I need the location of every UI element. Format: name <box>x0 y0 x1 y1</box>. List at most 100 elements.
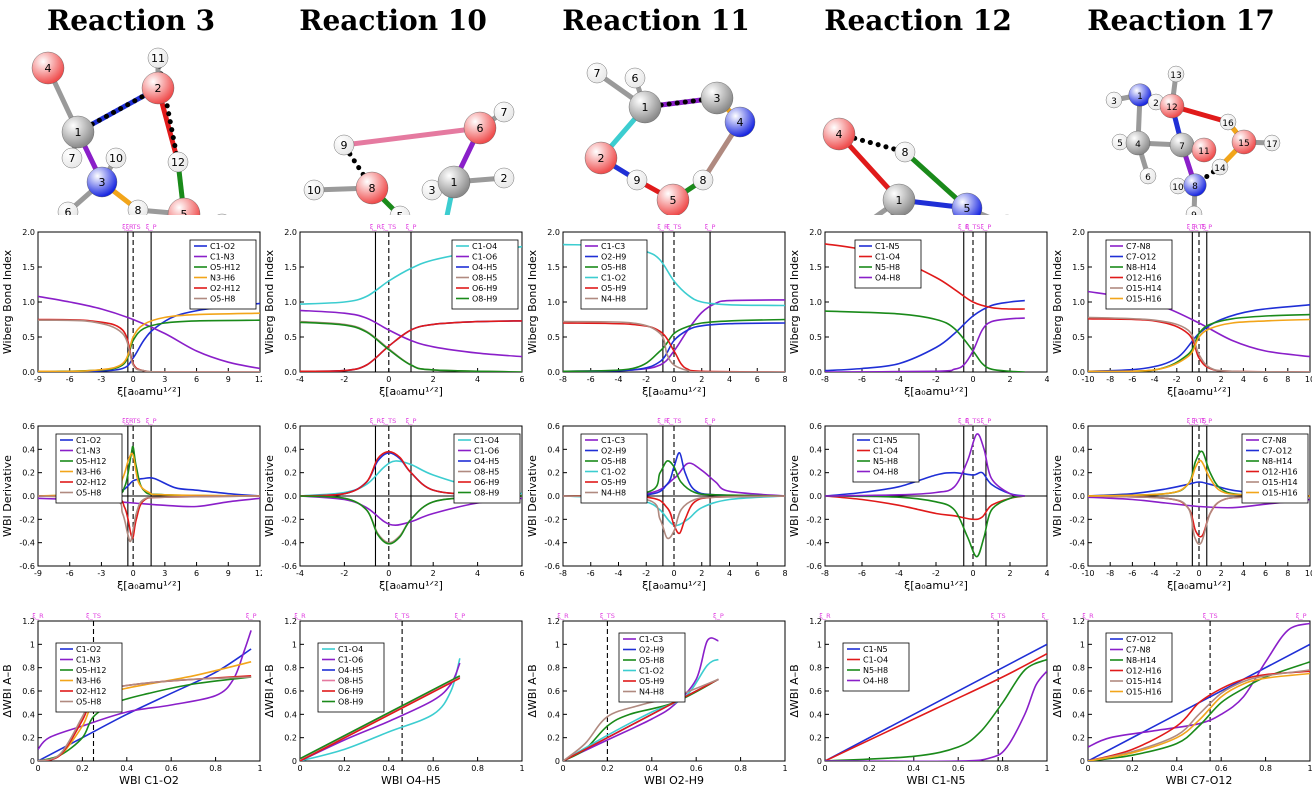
y-tick-label: 2.0 <box>809 228 822 237</box>
y-tick-label: 0.5 <box>809 333 822 342</box>
series-line-O15-H16 <box>1088 672 1310 761</box>
marker-label: ξ_P <box>1201 417 1212 425</box>
atom-label: 1 <box>642 101 649 114</box>
series-line-O8-H9 <box>300 675 461 760</box>
x-tick-label: 0 <box>671 375 676 384</box>
atom-label: 2 <box>1153 99 1159 109</box>
legend-label: N3-H6 <box>76 468 101 477</box>
chart-deriv: -10 -8 -6 -4 -2 0 2 4 6 8 10 -0.6 -0.4 -0.2 0.0 0.2 0.4 0… <box>1051 417 1312 592</box>
y-tick-label: 1.2 <box>284 617 297 626</box>
series-line-O5-H8 <box>563 460 785 497</box>
molecule-structure: 421117101236859 <box>31 47 227 215</box>
legend-label: C1-C3 <box>601 242 625 251</box>
y-axis-label: WBI Derivative <box>263 455 276 537</box>
legend-label: O15-H14 <box>1126 284 1162 293</box>
x-tick-label: 0 <box>1196 569 1201 578</box>
y-tick-label: 1.2 <box>1072 617 1085 626</box>
marker-label: ξ_TS <box>381 223 396 231</box>
x-axis-label: ξ[a₀amu¹ᐟ²] <box>117 579 181 592</box>
legend-label: O4-H5 <box>472 263 497 272</box>
series-line-O12-H16 <box>1088 670 1310 761</box>
legend-label: O5-H8 <box>601 457 626 466</box>
x-axis-label: ξ[a₀amu¹ᐟ²] <box>642 579 706 592</box>
atom-label: 6 <box>632 72 639 85</box>
molecule-structure: 76134298510 <box>584 62 756 215</box>
legend-label: N8-H14 <box>1126 263 1156 272</box>
legend-label: C1-O4 <box>474 436 499 445</box>
y-tick-label: -0.6 <box>281 562 297 571</box>
y-tick-label: 0.4 <box>22 710 35 719</box>
series-line-O8-H9 <box>300 321 522 372</box>
y-tick-label: -0.2 <box>1069 515 1085 524</box>
x-tick-label: 0 <box>131 375 136 384</box>
series-line-N4-H8 <box>563 495 785 540</box>
atom <box>1219 113 1237 131</box>
legend-label: C1-N5 <box>873 436 898 445</box>
y-tick-label: 0.4 <box>284 445 297 454</box>
marker-label: ξ_TS <box>1203 612 1218 620</box>
x-tick-label: 0.4 <box>645 764 658 773</box>
y-tick-label: -0.6 <box>806 562 822 571</box>
atom <box>894 141 916 163</box>
y-tick-label: 1.0 <box>1072 298 1085 307</box>
series-line-O2-H9 <box>563 322 785 372</box>
x-tick-label: 8 <box>1285 569 1290 578</box>
marker-label: ξ_TS <box>1192 417 1207 425</box>
atom <box>586 62 608 84</box>
x-tick-label: 0.8 <box>996 764 1009 773</box>
x-tick-label: 3 <box>162 569 167 578</box>
legend-box <box>618 632 686 703</box>
y-tick-label: -0.4 <box>806 539 822 548</box>
marker-label: ξ_P <box>246 612 257 620</box>
legend-label: N4-H8 <box>639 688 664 697</box>
y-tick-label: 1.5 <box>284 263 297 272</box>
legend-box <box>842 642 910 692</box>
atom-label: 4 <box>836 128 843 141</box>
y-tick-label: 1 <box>292 640 297 649</box>
y-tick-label: 1 <box>30 640 35 649</box>
chart-wbi: -8 -6 -4 -2 0 2 4 0.0 0.5 1.0 1.5 2.0 ξ_Rξ_TS ξ_P C1-N… <box>788 223 1049 398</box>
x-tick-label: -6 <box>66 569 74 578</box>
series-line-O4-H8 <box>825 670 1047 761</box>
legend-label: C1-O4 <box>472 242 497 251</box>
x-tick-label: -2 <box>340 569 348 578</box>
chart-deriv: -9-6-3036912-0.6-0.4-0.20.00.20.40.6ξ_Rξ… <box>1 417 262 592</box>
x-tick-label: 0 <box>970 569 975 578</box>
marker-label: ξ_TS <box>667 223 682 231</box>
atom <box>1211 158 1229 176</box>
y-tick-label: 0.4 <box>547 710 560 719</box>
atom-label: 2 <box>155 82 162 95</box>
marker-label: ξ_R <box>1187 417 1199 425</box>
x-tick-label: 0.2 <box>1126 764 1139 773</box>
legend-label: O4-H8 <box>875 274 900 283</box>
legend-label: O12-H16 <box>1126 667 1162 676</box>
y-axis-label: ΔWBI A–B <box>788 664 801 717</box>
y-tick-label: 1.2 <box>809 617 822 626</box>
legend-label: C1-O4 <box>863 656 888 665</box>
y-tick-label: 0.6 <box>22 687 35 696</box>
y-tick-label: 1.0 <box>22 298 35 307</box>
legend-label: C1-C3 <box>601 436 625 445</box>
x-tick-label: -6 <box>1128 375 1136 384</box>
atom <box>1167 65 1185 83</box>
y-tick-label: 0.8 <box>1072 664 1085 673</box>
atom <box>303 179 325 201</box>
x-tick-label: 12 <box>255 375 262 384</box>
y-tick-label: 0.4 <box>547 445 560 454</box>
x-tick-label: 4 <box>727 569 732 578</box>
y-tick-label: 0.0 <box>547 368 560 377</box>
y-tick-label: 0.6 <box>1072 422 1085 431</box>
marker-label: ξ_TS <box>667 417 682 425</box>
atom-label: 8 <box>902 146 909 159</box>
marker-label: ξ_TS <box>966 223 981 231</box>
legend-label: N5-H8 <box>873 457 898 466</box>
atom <box>355 171 389 205</box>
atom-label: 11 <box>1198 147 1209 157</box>
x-tick-label: 0 <box>1085 764 1090 773</box>
atom-label: 10 <box>1172 183 1184 193</box>
y-tick-label: 1.5 <box>22 263 35 272</box>
atom <box>626 169 648 191</box>
y-tick-label: 1.5 <box>1072 263 1085 272</box>
atom-label: 8 <box>1192 182 1198 192</box>
atom <box>333 134 355 156</box>
